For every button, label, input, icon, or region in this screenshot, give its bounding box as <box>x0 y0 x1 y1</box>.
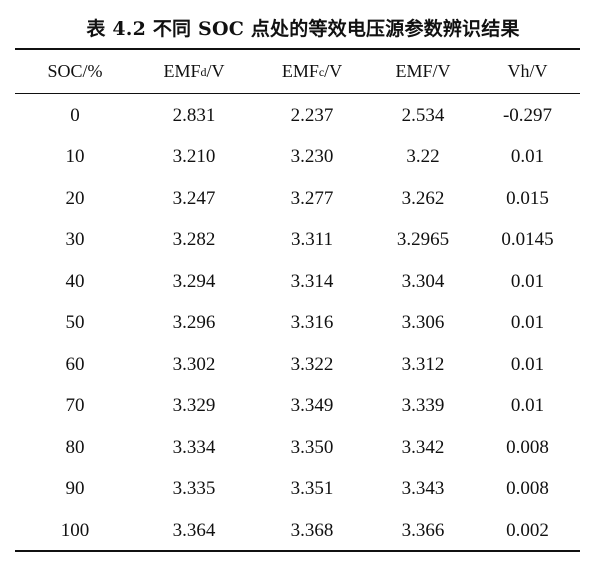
cell-vh: 0.008 <box>506 436 549 458</box>
cell-emf: 3.304 <box>401 270 445 292</box>
cell-emf: 3.2965 <box>396 229 450 251</box>
table-row: 70 3.329 3.349 3.339 0.01 <box>15 386 580 428</box>
table-row: 0 2.831 2.237 2.534 -0.297 <box>15 95 580 137</box>
cell-emfd: 3.364 <box>172 519 216 541</box>
header-emfc: EMF c/V <box>281 61 343 81</box>
cell-vh: 0.015 <box>506 187 549 209</box>
cell-emf: 3.342 <box>401 436 445 458</box>
cell-emfd: 3.329 <box>172 395 216 417</box>
header-soc: SOC/% <box>47 61 103 81</box>
cell-emf: 3.366 <box>401 519 445 541</box>
cell-emfd: 3.247 <box>172 187 216 209</box>
cell-emfc: 2.237 <box>290 104 334 126</box>
cell-soc: 10 <box>65 146 85 168</box>
cell-emfd: 3.282 <box>172 229 216 251</box>
cell-emfc: 3.349 <box>290 395 334 417</box>
cell-vh: 0.01 <box>510 146 545 168</box>
cell-vh: 0.002 <box>506 519 549 541</box>
table-bottom-rule <box>15 550 580 552</box>
cell-vh: 0.0145 <box>501 229 554 251</box>
cell-emfd: 3.335 <box>172 478 216 500</box>
cell-emfc: 3.230 <box>290 146 334 168</box>
cell-vh: 0.008 <box>506 478 549 500</box>
cell-emfc: 3.316 <box>290 312 334 334</box>
table-row: 60 3.302 3.322 3.312 0.01 <box>15 344 580 386</box>
table-row: 40 3.294 3.314 3.304 0.01 <box>15 261 580 303</box>
cell-emfc: 3.314 <box>290 270 334 292</box>
cell-emf: 3.312 <box>401 353 445 375</box>
cell-soc: 90 <box>65 478 85 500</box>
cell-emfc: 3.350 <box>290 436 334 458</box>
header-emfd-unit: /V <box>206 61 225 81</box>
cell-soc: 60 <box>65 353 85 375</box>
cell-emf: 3.306 <box>401 312 445 334</box>
cell-emf: 3.343 <box>401 478 445 500</box>
table-row: 50 3.296 3.316 3.306 0.01 <box>15 303 580 345</box>
cell-emfc: 3.351 <box>290 478 334 500</box>
table-row: 100 3.364 3.368 3.366 0.002 <box>15 510 580 552</box>
table-row: 90 3.335 3.351 3.343 0.008 <box>15 469 580 511</box>
cell-soc: 50 <box>65 312 85 334</box>
cell-soc: 40 <box>65 270 85 292</box>
cell-emfc: 3.311 <box>290 229 334 251</box>
cell-vh: -0.297 <box>502 104 553 126</box>
header-emfd-base: EMF <box>163 61 201 81</box>
cell-emfc: 3.368 <box>290 519 334 541</box>
table-row: 10 3.210 3.230 3.22 0.01 <box>15 137 580 179</box>
cell-soc: 70 <box>65 395 85 417</box>
cell-emfd: 3.210 <box>172 146 216 168</box>
cell-vh: 0.01 <box>510 395 545 417</box>
cell-soc: 80 <box>65 436 85 458</box>
cell-emfc: 3.277 <box>290 187 334 209</box>
cell-emf: 3.262 <box>401 187 445 209</box>
header-emf: EMF/V <box>395 61 451 81</box>
cell-vh: 0.01 <box>510 270 545 292</box>
cell-emfd: 3.296 <box>172 312 216 334</box>
cell-soc: 30 <box>65 229 85 251</box>
table-header-rule <box>15 93 580 94</box>
cell-emfd: 3.302 <box>172 353 216 375</box>
table-top-rule <box>15 48 580 50</box>
cell-soc: 20 <box>65 187 85 209</box>
cell-soc: 0 <box>70 104 80 126</box>
header-emfd: EMF d/V <box>163 61 225 81</box>
header-emfc-base: EMF <box>281 61 319 81</box>
table-row: 20 3.247 3.277 3.262 0.015 <box>15 178 580 220</box>
table-row: 30 3.282 3.311 3.2965 0.0145 <box>15 220 580 262</box>
cell-emfc: 3.322 <box>290 353 334 375</box>
table-row: 80 3.334 3.350 3.342 0.008 <box>15 427 580 469</box>
cell-emf: 3.22 <box>406 146 440 168</box>
cell-emfd: 3.334 <box>172 436 216 458</box>
header-vh: Vh/V <box>507 61 548 81</box>
cell-emfd: 2.831 <box>172 104 216 126</box>
table-caption: 表 4.2 不同 SOC 点处的等效电压源参数辨识结果 <box>86 18 520 40</box>
cell-soc: 100 <box>60 519 90 541</box>
cell-emf: 2.534 <box>401 104 445 126</box>
header-emfc-unit: /V <box>324 61 343 81</box>
cell-emf: 3.339 <box>401 395 445 417</box>
cell-vh: 0.01 <box>510 312 545 334</box>
table-header-row: SOC/% EMF d/V EMF c/V EMF/V Vh/V <box>15 50 580 93</box>
cell-emfd: 3.294 <box>172 270 216 292</box>
cell-vh: 0.01 <box>510 353 545 375</box>
table-body: 0 2.831 2.237 2.534 -0.297 10 3.210 3.230 3.22 0.… <box>15 95 580 552</box>
